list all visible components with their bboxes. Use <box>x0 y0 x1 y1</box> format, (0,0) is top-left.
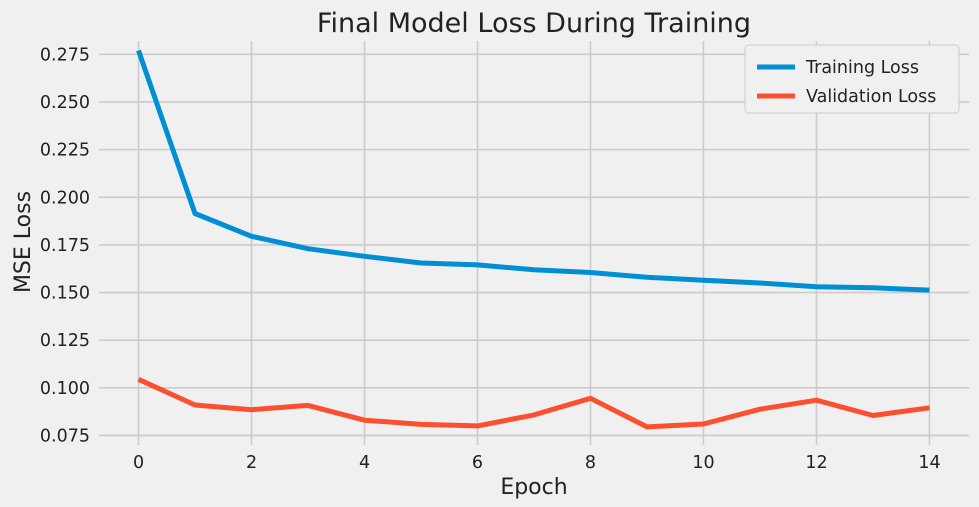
y-tick-label: 0.225 <box>40 141 90 161</box>
legend: Training Loss Validation Loss <box>744 44 960 114</box>
x-axis-label: Epoch <box>500 475 567 500</box>
x-tick-label: 8 <box>585 453 596 473</box>
y-axis-label: MSE Loss <box>11 191 36 293</box>
y-tick-label: 0.150 <box>40 284 90 304</box>
x-tick-label: 10 <box>692 453 714 473</box>
y-tick-label: 0.275 <box>40 45 90 65</box>
x-tick-label: 2 <box>246 453 257 473</box>
x-tick-label: 14 <box>918 453 940 473</box>
x-tick-label: 6 <box>472 453 483 473</box>
series-lines <box>136 49 930 430</box>
legend-frame <box>744 44 960 114</box>
x-tick-label: 12 <box>805 453 827 473</box>
y-tick-label: 0.125 <box>40 331 90 351</box>
x-tick-labels: 0 2 4 6 8 10 12 14 <box>133 453 941 473</box>
x-tick-label: 0 <box>133 453 144 473</box>
y-tick-label: 0.100 <box>40 379 90 399</box>
y-tick-label: 0.250 <box>40 93 90 113</box>
chart-title: Final Model Loss During Training <box>317 8 751 39</box>
grid <box>99 41 969 445</box>
series-line-validation-loss <box>137 377 930 430</box>
y-tick-label: 0.075 <box>40 426 90 446</box>
legend-label-validation-loss: Validation Loss <box>806 87 936 107</box>
y-tick-label: 0.200 <box>40 188 90 208</box>
x-tick-label: 4 <box>359 453 370 473</box>
legend-label-training-loss: Training Loss <box>805 58 919 78</box>
y-tick-label: 0.175 <box>40 236 90 256</box>
series-line-training-loss <box>136 49 930 293</box>
y-tick-labels: 0.075 0.100 0.125 0.150 0.175 0.200 0.225 0.250… <box>40 45 90 446</box>
